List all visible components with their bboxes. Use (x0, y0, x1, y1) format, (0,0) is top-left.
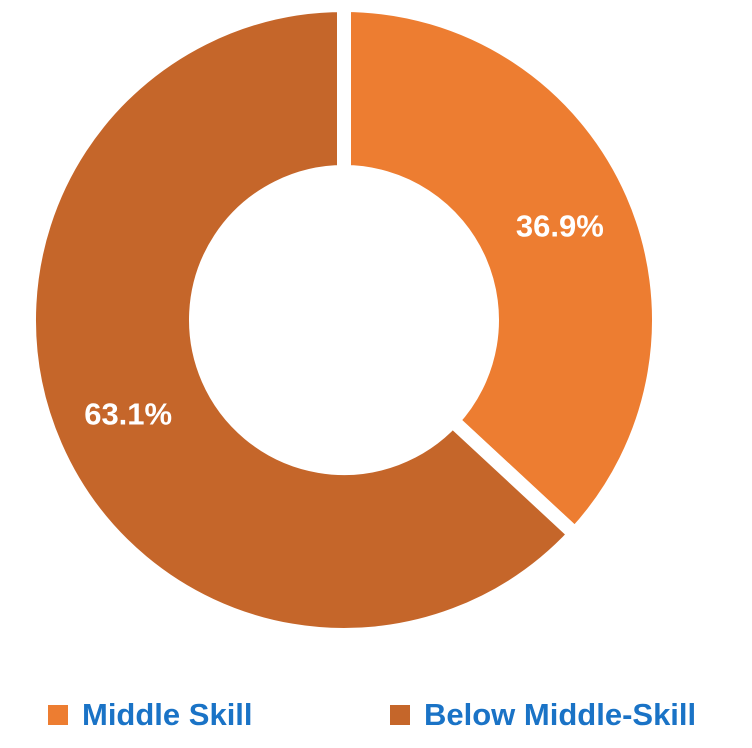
slice-below-middle-skill (22, 0, 585, 642)
data-label-below-middle-skill: 63.1% (84, 397, 172, 432)
slices-layer (22, 0, 666, 642)
slice-middle-skill (337, 0, 666, 545)
donut-chart: 36.9% 63.1% (22, 0, 666, 642)
chart-legend: Middle Skill Below Middle-Skill (0, 690, 752, 740)
legend-swatch-middle-skill (48, 705, 68, 725)
legend-label-below-middle-skill: Below Middle-Skill (424, 697, 697, 732)
data-label-middle-skill: 36.9% (516, 208, 604, 243)
legend-item-below-middle-skill: Below Middle-Skill (390, 690, 696, 740)
labels-layer: 36.9% 63.1% (84, 208, 604, 431)
legend-label-middle-skill: Middle Skill (82, 697, 253, 732)
legend-item-middle-skill: Middle Skill (48, 690, 253, 740)
legend-swatch-below-middle-skill (390, 705, 410, 725)
